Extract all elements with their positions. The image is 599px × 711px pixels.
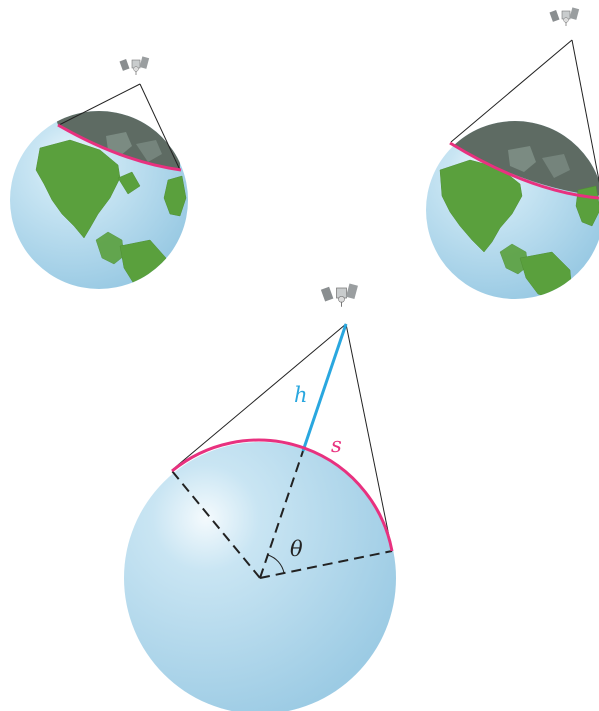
satellite-icon: [548, 6, 580, 27]
tangent-line-left: [171, 323, 347, 471]
tangent-line-right: [571, 39, 599, 184]
tangent-line-right: [345, 323, 393, 552]
satellite-icon: [320, 282, 359, 308]
arc-label: s: [331, 433, 342, 457]
tangent-line-left: [450, 39, 573, 143]
height-line: [301, 323, 348, 452]
visible-arc: [57, 123, 182, 172]
visible-arc: [449, 141, 599, 200]
tangent-line-right: [139, 83, 181, 171]
continents: [35, 139, 187, 289]
angle-marker: [267, 554, 285, 574]
large-sphere-diagram: h s θ: [124, 282, 396, 711]
tangent-line-left: [58, 83, 141, 126]
radius-right: [259, 550, 393, 579]
satellite-icon: [118, 55, 150, 76]
arctic-land: [508, 146, 570, 178]
height-label: h: [294, 383, 308, 407]
small-globe-1: [10, 55, 188, 289]
radius-center: [259, 450, 304, 579]
angle-label: θ: [290, 537, 303, 561]
radius-left: [171, 470, 261, 579]
arc-s: [171, 438, 394, 552]
small-globe-2: [426, 6, 599, 299]
